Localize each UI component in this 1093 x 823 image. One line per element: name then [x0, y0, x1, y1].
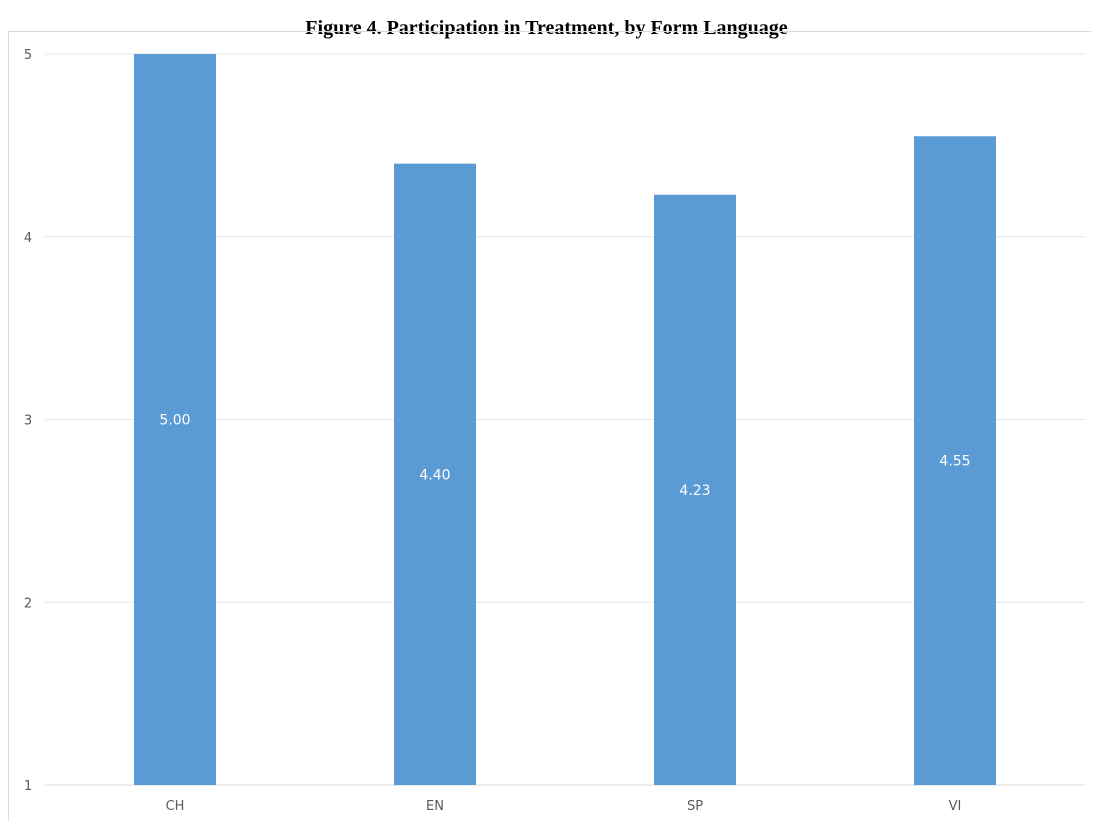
x-tick-label-vi: VI — [949, 799, 962, 814]
bar-ch — [134, 54, 216, 785]
x-tick-label-sp: SP — [687, 799, 703, 814]
x-axis-ticks: CH EN SP VI — [166, 799, 962, 814]
bar-en — [394, 163, 476, 785]
y-tick-label: 4 — [24, 231, 32, 246]
data-label-sp: 4.23 — [679, 483, 710, 499]
bar-sp — [654, 194, 736, 785]
chart-frame — [8, 31, 1091, 821]
y-axis-ticks: 1 2 3 4 5 — [24, 48, 32, 794]
x-tick-label-en: EN — [426, 799, 444, 814]
data-label-ch: 5.00 — [159, 413, 190, 429]
x-tick-label-ch: CH — [166, 799, 185, 814]
y-tick-label: 1 — [24, 779, 32, 794]
bar-vi — [914, 136, 996, 786]
data-label-en: 4.40 — [419, 467, 450, 483]
data-label-vi: 4.55 — [939, 454, 970, 470]
bars — [134, 54, 996, 786]
data-labels: 5.00 4.40 4.23 4.55 — [159, 413, 970, 499]
chart-title: Figure 4. Participation in Treatment, by… — [305, 17, 788, 39]
gridlines — [45, 53, 1085, 786]
y-tick-label: 5 — [24, 48, 32, 63]
y-tick-label: 2 — [24, 596, 32, 611]
y-tick-label: 3 — [24, 414, 32, 429]
